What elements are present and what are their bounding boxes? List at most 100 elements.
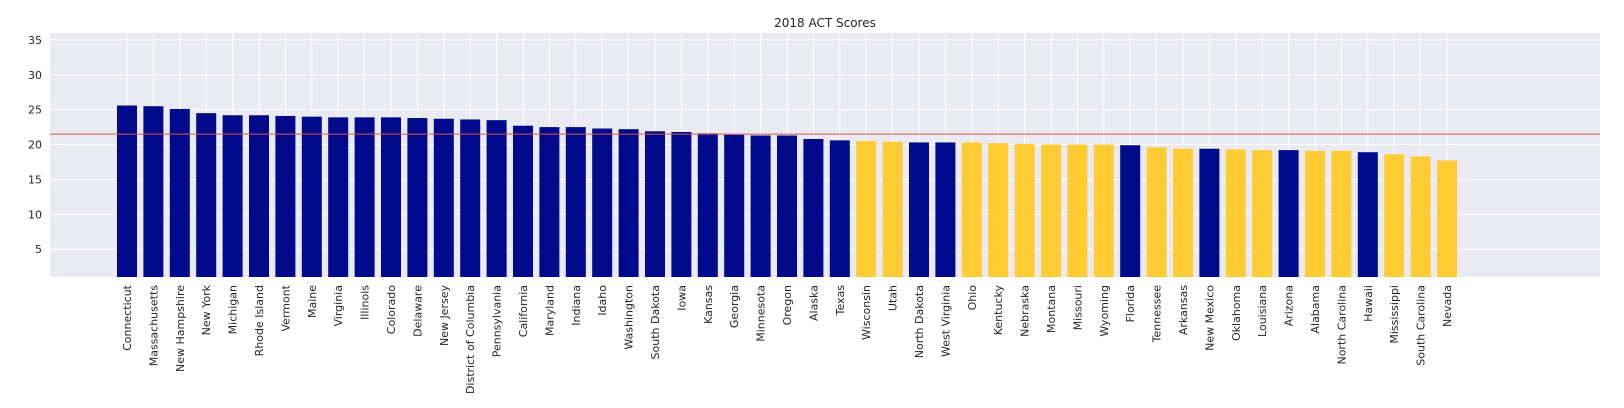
x-axis-ticks: Connecticut Massachusetts New Hampshire New… (121, 284, 1454, 394)
x-tick-label: Washington (623, 285, 636, 350)
x-tick-label: Arizona (1283, 285, 1296, 326)
bar-wyoming (1093, 144, 1114, 277)
bar-missouri (1067, 144, 1088, 277)
x-tick-label: Idaho (596, 285, 609, 316)
bar-district-of-columbia (460, 119, 481, 278)
bar-iowa (671, 131, 692, 277)
x-tick-label: Missouri (1071, 285, 1084, 330)
x-tick-label: North Carolina (1335, 285, 1348, 365)
x-tick-label: Montana (1045, 285, 1058, 333)
y-tick-label: 20 (28, 139, 42, 152)
bar-south-carolina (1410, 156, 1431, 277)
x-tick-label: Kansas (702, 285, 715, 324)
bar-illinois (354, 117, 375, 278)
x-tick-label: Pennsylvania (491, 285, 504, 357)
bar-new-mexico (1199, 148, 1220, 277)
bar-nevada (1437, 160, 1457, 277)
x-tick-label: California (517, 285, 530, 337)
x-tick-label: Vermont (279, 284, 292, 331)
y-tick-label: 35 (28, 34, 42, 47)
y-axis-ticks: 5 10 15 20 25 30 35 (28, 34, 42, 256)
x-tick-label: Florida (1124, 285, 1137, 322)
x-tick-label: Alaska (807, 285, 820, 321)
x-tick-label: Massachusetts (147, 285, 160, 367)
bar-tennessee (1146, 147, 1167, 277)
x-tick-label: Tennessee (1151, 285, 1164, 344)
bar-oklahoma (1225, 149, 1246, 277)
y-tick-label: 10 (28, 208, 42, 221)
bar-west-virginia (935, 142, 956, 277)
bar-florida (1120, 145, 1141, 277)
bar-california (513, 125, 533, 277)
x-tick-label: Utah (887, 285, 900, 311)
y-tick-label: 25 (28, 104, 42, 117)
bar-washington (618, 129, 639, 277)
y-tick-label: 15 (28, 173, 42, 186)
x-tick-label: South Carolina (1415, 285, 1428, 366)
bar-idaho (592, 128, 613, 277)
bar-colorado (381, 117, 401, 278)
bar-new-jersey (433, 118, 454, 278)
x-tick-label: Kentucky (992, 285, 1005, 336)
bar-maine (301, 116, 322, 278)
x-tick-label: Nebraska (1019, 285, 1032, 337)
bar-virginia (328, 117, 349, 278)
x-tick-label: District of Columbia (464, 285, 477, 394)
y-tick-label: 30 (28, 69, 42, 82)
x-tick-label: Minnesota (755, 285, 768, 342)
x-tick-label: Hawaii (1362, 285, 1375, 322)
x-tick-label: Mississippi (1388, 285, 1401, 344)
bar-nebraska (1014, 143, 1035, 277)
x-tick-label: Virginia (332, 285, 345, 326)
bar-wisconsin (856, 141, 877, 277)
bar-ohio (961, 142, 982, 277)
x-tick-label: Nevada (1441, 285, 1454, 327)
bar-maryland (539, 127, 560, 277)
bar-new-york (196, 113, 217, 278)
bar-new-hampshire (169, 108, 190, 277)
x-tick-label: Colorado (385, 285, 398, 334)
bar-montana (1041, 144, 1061, 277)
bar-kansas (697, 133, 718, 277)
bar-arkansas (1173, 148, 1193, 277)
bar-minnesota (750, 135, 771, 277)
x-tick-label: Iowa (675, 285, 688, 311)
x-tick-label: New Mexico (1203, 285, 1216, 351)
bar-pennsylvania (486, 120, 507, 278)
x-tick-label: Maine (306, 285, 319, 318)
x-tick-label: New York (200, 284, 213, 335)
x-tick-label: Oregon (781, 285, 794, 325)
x-tick-label: Ohio (966, 285, 979, 311)
bar-hawaii (1357, 152, 1378, 277)
x-tick-label: West Virginia (939, 285, 952, 357)
x-tick-label: Georgia (728, 285, 741, 328)
x-tick-label: Rhode Island (253, 285, 266, 356)
x-tick-label: North Dakota (913, 285, 926, 358)
bars (117, 105, 1457, 278)
x-tick-label: Alabama (1309, 285, 1322, 334)
bar-connecticut (117, 105, 137, 277)
bar-michigan (222, 115, 243, 278)
bar-vermont (275, 115, 296, 278)
x-tick-label: Oklahoma (1230, 285, 1243, 341)
chart-title: 2018 ACT Scores (774, 16, 876, 30)
x-tick-label: New Jersey (438, 285, 451, 347)
bar-arizona (1278, 150, 1299, 277)
x-tick-label: Maryland (543, 285, 556, 336)
bar-alaska (803, 138, 824, 277)
bar-utah (882, 141, 903, 277)
x-tick-label: Delaware (411, 285, 424, 337)
bar-mississippi (1384, 154, 1405, 277)
bar-louisiana (1252, 150, 1273, 277)
x-tick-label: Connecticut (121, 284, 134, 351)
y-tick-label: 5 (35, 243, 42, 256)
bar-oregon (777, 135, 797, 277)
x-tick-label: Texas (834, 285, 847, 317)
x-tick-label: Louisiana (1256, 285, 1269, 337)
bar-north-carolina (1331, 150, 1352, 277)
bar-north-dakota (909, 142, 929, 277)
x-tick-label: Wyoming (1098, 285, 1111, 337)
bar-kentucky (988, 143, 1009, 277)
x-tick-label: Illinois (359, 285, 372, 320)
